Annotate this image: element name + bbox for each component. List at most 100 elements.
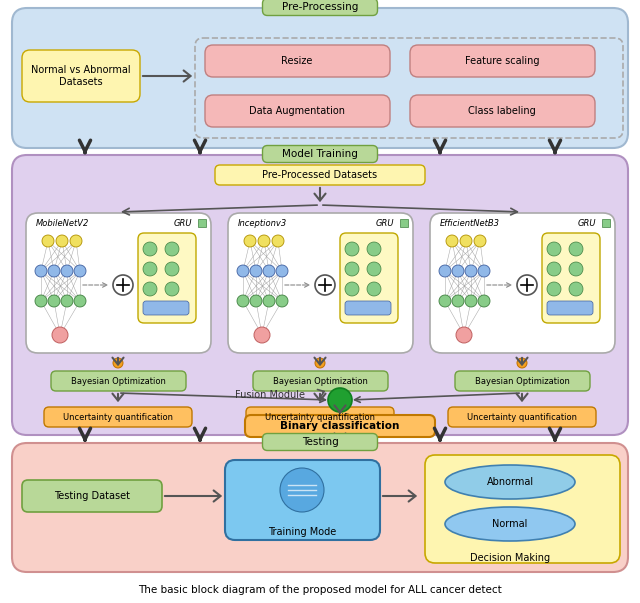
Circle shape — [315, 275, 335, 295]
Circle shape — [74, 295, 86, 307]
Circle shape — [165, 242, 179, 256]
FancyBboxPatch shape — [225, 460, 380, 540]
FancyBboxPatch shape — [400, 219, 408, 227]
Circle shape — [315, 358, 325, 368]
FancyBboxPatch shape — [345, 301, 391, 315]
FancyBboxPatch shape — [12, 443, 628, 572]
Circle shape — [465, 265, 477, 277]
Circle shape — [452, 295, 464, 307]
Circle shape — [143, 262, 157, 276]
FancyBboxPatch shape — [410, 45, 595, 77]
Circle shape — [263, 295, 275, 307]
Text: Normal vs Abnormal
Datasets: Normal vs Abnormal Datasets — [31, 65, 131, 87]
FancyBboxPatch shape — [215, 165, 425, 185]
Circle shape — [367, 262, 381, 276]
Text: Pre-Processing: Pre-Processing — [282, 2, 358, 12]
Circle shape — [258, 235, 270, 247]
Circle shape — [113, 275, 133, 295]
Text: Data Augmentation: Data Augmentation — [249, 106, 345, 116]
Text: Resize: Resize — [282, 56, 313, 66]
Text: Feature scaling: Feature scaling — [465, 56, 540, 66]
Circle shape — [465, 295, 477, 307]
Circle shape — [237, 295, 249, 307]
FancyBboxPatch shape — [430, 213, 615, 353]
Circle shape — [52, 327, 68, 343]
FancyBboxPatch shape — [542, 233, 600, 323]
Text: Class labeling: Class labeling — [468, 106, 536, 116]
FancyBboxPatch shape — [228, 213, 413, 353]
FancyBboxPatch shape — [262, 145, 378, 162]
FancyBboxPatch shape — [602, 219, 610, 227]
Circle shape — [547, 282, 561, 296]
Circle shape — [250, 295, 262, 307]
FancyBboxPatch shape — [262, 0, 378, 16]
Text: Bayesian Optimization: Bayesian Optimization — [273, 376, 367, 385]
Circle shape — [244, 235, 256, 247]
Circle shape — [474, 235, 486, 247]
Circle shape — [439, 265, 451, 277]
FancyBboxPatch shape — [143, 301, 189, 315]
FancyBboxPatch shape — [12, 155, 628, 435]
Text: Training Mode: Training Mode — [268, 527, 336, 537]
Circle shape — [113, 358, 123, 368]
Text: Uncertainty quantification: Uncertainty quantification — [63, 412, 173, 421]
Text: Abnormal: Abnormal — [486, 477, 534, 487]
Circle shape — [452, 265, 464, 277]
Circle shape — [254, 327, 270, 343]
Text: Bayesian Optimization: Bayesian Optimization — [475, 376, 570, 385]
Text: Bayesian Optimization: Bayesian Optimization — [70, 376, 165, 385]
Circle shape — [439, 295, 451, 307]
FancyBboxPatch shape — [205, 95, 390, 127]
Ellipse shape — [445, 465, 575, 499]
Circle shape — [56, 235, 68, 247]
Text: Inceptionv3: Inceptionv3 — [238, 218, 287, 227]
Circle shape — [478, 265, 490, 277]
Text: The basic block diagram of the proposed model for ALL cancer detect: The basic block diagram of the proposed … — [138, 585, 502, 595]
Circle shape — [345, 282, 359, 296]
Circle shape — [517, 358, 527, 368]
FancyBboxPatch shape — [138, 233, 196, 323]
FancyBboxPatch shape — [26, 213, 211, 353]
FancyBboxPatch shape — [340, 233, 398, 323]
Circle shape — [345, 242, 359, 256]
Circle shape — [547, 242, 561, 256]
Circle shape — [276, 295, 288, 307]
FancyBboxPatch shape — [547, 301, 593, 315]
Circle shape — [367, 242, 381, 256]
Circle shape — [569, 242, 583, 256]
Circle shape — [35, 295, 47, 307]
Circle shape — [165, 262, 179, 276]
Circle shape — [42, 235, 54, 247]
Circle shape — [48, 295, 60, 307]
FancyBboxPatch shape — [455, 371, 590, 391]
FancyBboxPatch shape — [262, 434, 378, 450]
Circle shape — [165, 282, 179, 296]
FancyBboxPatch shape — [22, 480, 162, 512]
Circle shape — [61, 265, 73, 277]
Circle shape — [569, 282, 583, 296]
Text: Testing: Testing — [301, 437, 339, 447]
Ellipse shape — [445, 507, 575, 541]
Text: Binary classification: Binary classification — [280, 421, 400, 431]
Circle shape — [272, 235, 284, 247]
Text: Pre-Processed Datasets: Pre-Processed Datasets — [262, 170, 378, 180]
Circle shape — [70, 235, 82, 247]
Circle shape — [35, 265, 47, 277]
Text: MobileNetV2: MobileNetV2 — [36, 218, 90, 227]
Text: Fusion Module: Fusion Module — [235, 390, 305, 400]
FancyBboxPatch shape — [410, 95, 595, 127]
Circle shape — [460, 235, 472, 247]
Circle shape — [61, 295, 73, 307]
Circle shape — [456, 327, 472, 343]
Text: GRU: GRU — [173, 218, 192, 227]
Circle shape — [328, 388, 352, 412]
Circle shape — [276, 265, 288, 277]
Text: Testing Dataset: Testing Dataset — [54, 491, 130, 501]
Text: GRU: GRU — [578, 218, 596, 227]
FancyBboxPatch shape — [51, 371, 186, 391]
Text: EfficientNetB3: EfficientNetB3 — [440, 218, 500, 227]
FancyBboxPatch shape — [246, 407, 394, 427]
Circle shape — [478, 295, 490, 307]
Circle shape — [547, 262, 561, 276]
FancyBboxPatch shape — [253, 371, 388, 391]
